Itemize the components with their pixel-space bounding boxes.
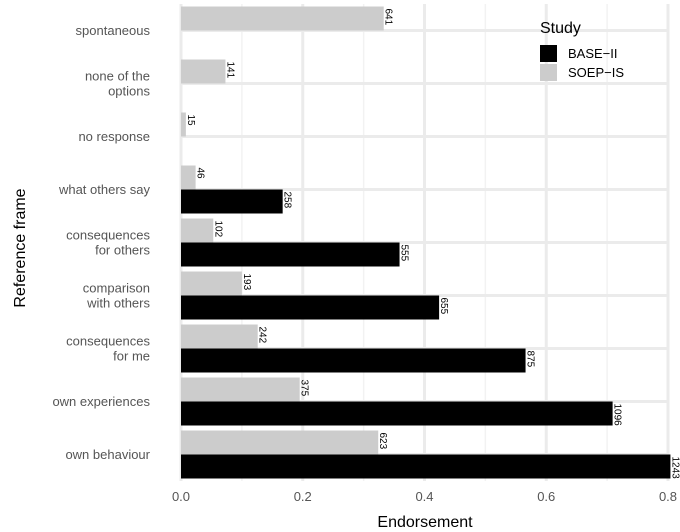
y-tick-label: what others say bbox=[58, 182, 151, 197]
x-tick-label: 0.6 bbox=[537, 489, 555, 504]
y-tick-label: with others bbox=[86, 296, 150, 311]
data-labels: 641 141 15 46 102 193 242 375 623 258 555 655 875 109… bbox=[185, 9, 680, 480]
x-tick-label: 0.0 bbox=[172, 489, 190, 504]
bar-soep-is bbox=[181, 165, 196, 190]
bar-base-ii bbox=[181, 454, 671, 479]
data-label: 623 bbox=[377, 433, 388, 450]
bar-soep-is bbox=[181, 271, 242, 296]
legend-label-soep-is: SOEP−IS bbox=[568, 65, 624, 80]
bars bbox=[181, 6, 671, 479]
y-tick-label: spontaneous bbox=[76, 23, 151, 38]
data-label: 1243 bbox=[669, 457, 680, 480]
data-label: 1096 bbox=[612, 404, 623, 427]
bar-soep-is bbox=[181, 430, 379, 455]
y-tick-label: own experiences bbox=[52, 394, 150, 409]
data-label: 375 bbox=[299, 380, 310, 397]
y-tick-label: consequences bbox=[66, 228, 150, 243]
legend-swatch-soep-is bbox=[540, 64, 557, 81]
data-label: 102 bbox=[212, 221, 223, 238]
x-tick-label: 0.8 bbox=[659, 489, 677, 504]
legend: Study BASE−II SOEP−IS bbox=[540, 20, 624, 81]
y-tick-label: for me bbox=[113, 349, 150, 364]
data-label: 641 bbox=[383, 9, 394, 26]
y-tick-label: none of the bbox=[85, 69, 150, 84]
data-label: 242 bbox=[257, 327, 268, 344]
data-label: 555 bbox=[399, 245, 410, 262]
x-tick-label: 0.4 bbox=[415, 489, 433, 504]
bar-soep-is bbox=[181, 59, 226, 84]
data-label: 875 bbox=[525, 351, 536, 368]
x-tick-label: 0.2 bbox=[294, 489, 312, 504]
data-label: 655 bbox=[438, 298, 449, 315]
bar-base-ii bbox=[181, 348, 526, 373]
y-axis-title: Reference frame bbox=[12, 188, 29, 307]
x-axis-title: Endorsement bbox=[377, 514, 473, 531]
legend-label-base-ii: BASE−II bbox=[568, 46, 618, 61]
y-tick-label: for others bbox=[95, 243, 150, 258]
bar-soep-is bbox=[181, 324, 258, 349]
y-tick-label: options bbox=[108, 84, 150, 99]
bar-soep-is bbox=[181, 218, 214, 243]
y-tick-label: consequences bbox=[66, 334, 150, 349]
data-label: 15 bbox=[185, 115, 196, 127]
bar-base-ii bbox=[181, 295, 440, 320]
bar-base-ii bbox=[181, 189, 283, 214]
bar-base-ii bbox=[181, 242, 400, 267]
y-tick-label: comparison bbox=[83, 281, 150, 296]
data-label: 141 bbox=[224, 62, 235, 79]
data-label: 258 bbox=[282, 192, 293, 209]
legend-title: Study bbox=[540, 20, 581, 37]
y-tick-label: no response bbox=[78, 129, 150, 144]
legend-swatch-base-ii bbox=[540, 45, 557, 62]
bar-soep-is bbox=[181, 377, 300, 402]
y-tick-label: own behaviour bbox=[65, 447, 150, 462]
data-label: 46 bbox=[195, 168, 206, 180]
bar-soep-is bbox=[181, 112, 186, 137]
bar-soep-is bbox=[181, 6, 384, 31]
data-label: 193 bbox=[241, 274, 252, 291]
bar-base-ii bbox=[181, 401, 613, 426]
x-axis-tick-labels: 0.0 0.2 0.4 0.6 0.8 bbox=[172, 489, 677, 504]
